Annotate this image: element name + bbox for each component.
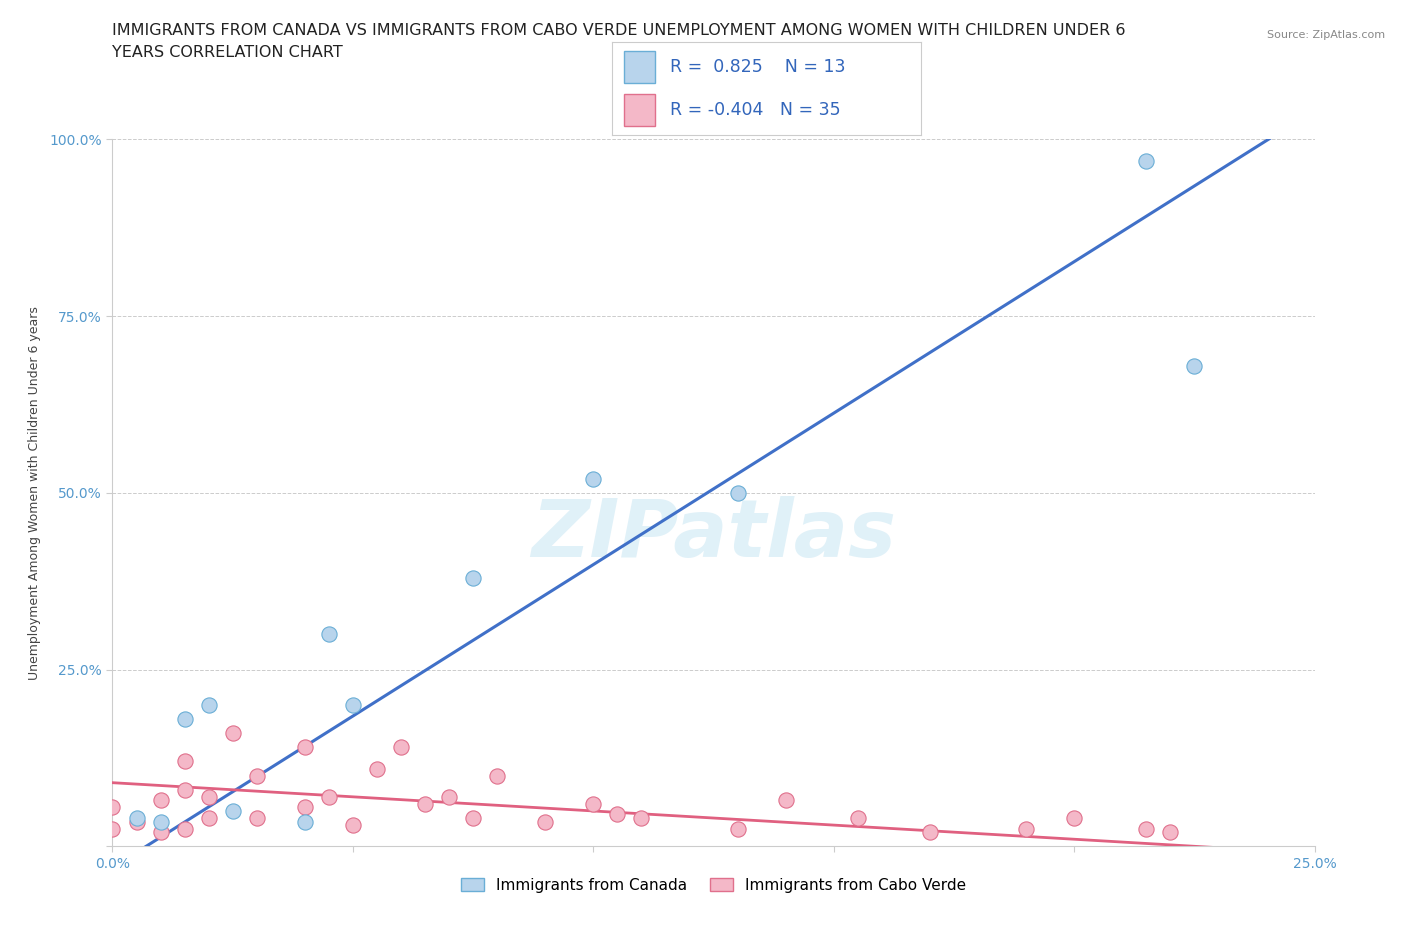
Bar <box>624 51 655 83</box>
Legend: Immigrants from Canada, Immigrants from Cabo Verde: Immigrants from Canada, Immigrants from … <box>454 871 973 898</box>
Point <box>294 814 316 829</box>
Point <box>1135 821 1157 836</box>
Text: IMMIGRANTS FROM CANADA VS IMMIGRANTS FROM CABO VERDE UNEMPLOYMENT AMONG WOMEN WI: IMMIGRANTS FROM CANADA VS IMMIGRANTS FRO… <box>112 23 1126 38</box>
Point <box>486 768 509 783</box>
Text: YEARS CORRELATION CHART: YEARS CORRELATION CHART <box>112 45 343 60</box>
Point <box>222 804 245 818</box>
Point <box>413 796 436 811</box>
Point <box>534 814 557 829</box>
Point <box>342 698 364 712</box>
Point <box>197 698 219 712</box>
Point <box>461 811 484 826</box>
Point <box>125 811 148 826</box>
Point <box>149 825 172 840</box>
Point <box>318 790 340 804</box>
Bar <box>624 94 655 126</box>
Point <box>1159 825 1181 840</box>
Point <box>1184 358 1206 373</box>
Point <box>606 807 628 822</box>
Point <box>389 740 412 755</box>
Point <box>1135 153 1157 168</box>
Text: ZIPatlas: ZIPatlas <box>531 497 896 575</box>
Point <box>125 814 148 829</box>
Point <box>173 782 195 797</box>
Point <box>846 811 869 826</box>
Point <box>437 790 460 804</box>
Text: R =  0.825    N = 13: R = 0.825 N = 13 <box>671 58 846 76</box>
Point <box>197 811 219 826</box>
Text: R = -0.404   N = 35: R = -0.404 N = 35 <box>671 100 841 119</box>
Point <box>318 627 340 642</box>
Point <box>461 570 484 585</box>
Point <box>101 800 124 815</box>
Point <box>918 825 941 840</box>
Point <box>366 761 388 776</box>
Point <box>173 754 195 769</box>
Point <box>630 811 652 826</box>
Point <box>727 485 749 500</box>
Point <box>222 725 245 740</box>
Point <box>173 711 195 726</box>
Point <box>775 793 797 808</box>
Point <box>1015 821 1038 836</box>
Point <box>197 790 219 804</box>
Point <box>727 821 749 836</box>
Point <box>294 800 316 815</box>
Point <box>149 793 172 808</box>
Text: Source: ZipAtlas.com: Source: ZipAtlas.com <box>1267 30 1385 40</box>
Point <box>101 821 124 836</box>
Point <box>342 817 364 832</box>
Point <box>1063 811 1085 826</box>
Point <box>246 768 269 783</box>
Point <box>582 472 605 486</box>
Point <box>149 814 172 829</box>
Point <box>246 811 269 826</box>
Point <box>294 740 316 755</box>
Point <box>173 821 195 836</box>
Point <box>582 796 605 811</box>
Y-axis label: Unemployment Among Women with Children Under 6 years: Unemployment Among Women with Children U… <box>28 306 41 680</box>
